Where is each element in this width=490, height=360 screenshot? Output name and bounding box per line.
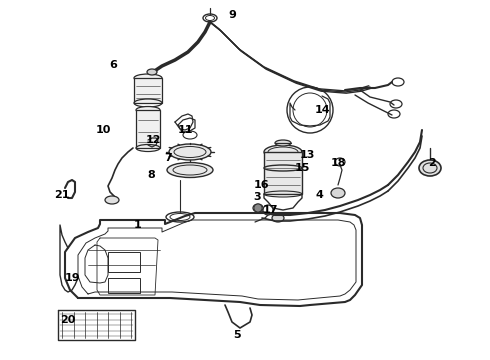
Bar [136, 110, 160, 148]
Text: 18: 18 [330, 158, 346, 168]
Text: 2: 2 [428, 158, 436, 168]
Ellipse shape [169, 144, 211, 160]
Text: 3: 3 [253, 192, 261, 202]
Text: 1: 1 [134, 220, 142, 230]
Text: 14: 14 [314, 105, 330, 115]
Text: 6: 6 [109, 60, 117, 70]
Text: 8: 8 [147, 170, 155, 180]
Text: 16: 16 [253, 180, 269, 190]
Text: 15: 15 [294, 163, 310, 173]
Ellipse shape [272, 214, 284, 222]
Circle shape [254, 204, 262, 212]
Text: 4: 4 [315, 190, 323, 200]
Text: 17: 17 [262, 205, 278, 215]
Ellipse shape [105, 196, 119, 204]
Text: 13: 13 [299, 150, 315, 160]
Text: 5: 5 [233, 330, 241, 340]
Ellipse shape [167, 162, 213, 177]
Text: 21: 21 [54, 190, 70, 200]
Ellipse shape [419, 160, 441, 176]
Text: 9: 9 [228, 10, 236, 20]
Ellipse shape [264, 145, 302, 159]
Bar [134, 78, 162, 103]
Text: 10: 10 [96, 125, 111, 135]
Ellipse shape [136, 107, 160, 113]
Text: 19: 19 [64, 273, 80, 283]
Text: 7: 7 [164, 153, 172, 163]
Text: 12: 12 [145, 135, 161, 145]
Text: 20: 20 [60, 315, 75, 325]
Ellipse shape [147, 69, 157, 75]
Bar [108, 278, 140, 293]
Text: 11: 11 [177, 125, 193, 135]
Bar [264, 152, 302, 194]
Ellipse shape [275, 140, 291, 146]
Ellipse shape [331, 188, 345, 198]
Ellipse shape [134, 74, 162, 82]
Bar [108, 252, 140, 272]
Ellipse shape [253, 204, 263, 212]
